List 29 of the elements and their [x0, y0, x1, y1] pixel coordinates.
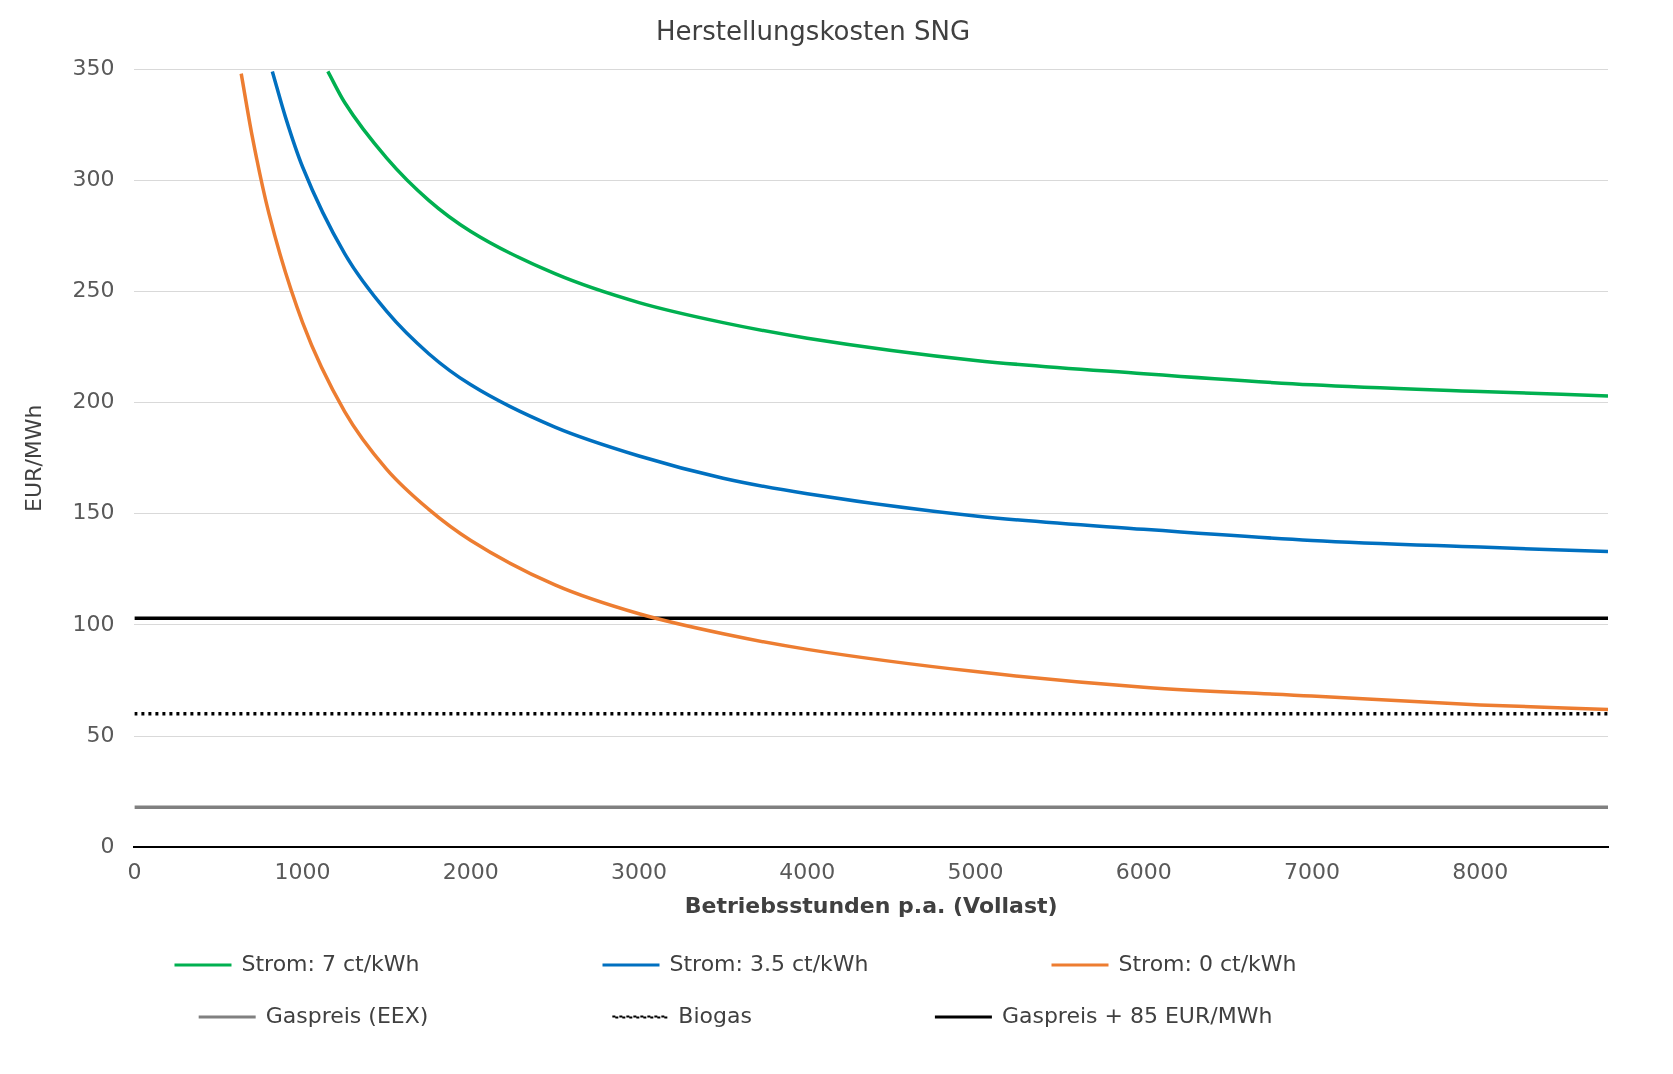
x-tick-label: 7000 [1283, 859, 1340, 885]
x-axis-title: Betriebsstunden p.a. (Vollast) [684, 892, 1058, 918]
x-tick-label: 5000 [947, 859, 1004, 885]
x-tick-label: 6000 [1115, 859, 1172, 885]
x-tick-label: 1000 [274, 859, 331, 885]
x-tick-label: 0 [127, 859, 142, 885]
legend-label: Strom: 0 ct/kWh [1118, 950, 1451, 976]
line-series [270, 69, 1608, 554]
y-tick-label: 300 [72, 166, 115, 192]
y-tick-label: 250 [72, 277, 115, 303]
legend-label: Biogas [678, 1002, 906, 1028]
y-axis-title: EUR/MWh [20, 404, 46, 512]
legend-label: Gaspreis (EEX) [265, 1002, 583, 1028]
y-tick-label: 150 [72, 499, 115, 525]
legend-label: Strom: 3.5 ct/kWh [669, 950, 1023, 976]
y-tick-label: 200 [72, 388, 115, 414]
x-tick-label: 8000 [1452, 859, 1509, 885]
chart-title: Herstellungskosten SNG [655, 16, 971, 47]
legend-label: Strom: 7 ct/kWh [241, 950, 574, 976]
line-series [239, 71, 1608, 712]
legend-label: Gaspreis + 85 EUR/MWh [1001, 1002, 1427, 1028]
x-tick-label: 3000 [611, 859, 668, 885]
y-tick-label: 350 [72, 54, 115, 80]
y-tick-label: 50 [86, 721, 115, 747]
y-tick-label: 0 [100, 832, 115, 858]
x-tick-label: 4000 [779, 859, 836, 885]
x-tick-label: 2000 [442, 859, 499, 885]
y-tick-label: 100 [72, 610, 115, 636]
line-series [326, 69, 1608, 398]
